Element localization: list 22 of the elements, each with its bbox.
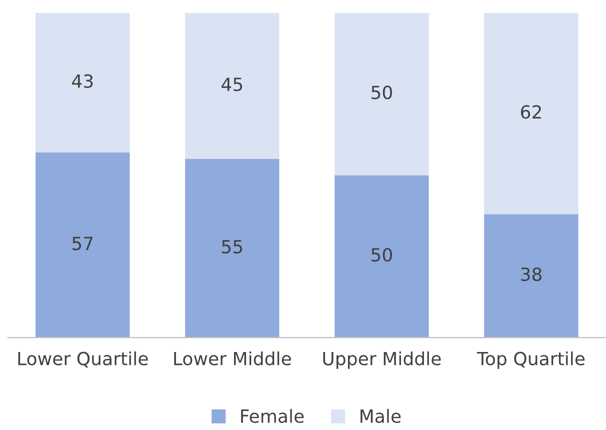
data-label: 50	[372, 248, 392, 262]
data-label: 43	[72, 74, 93, 88]
x-tick-label: Lower Middle	[174, 351, 291, 366]
data-label: 62	[521, 105, 541, 119]
data-label: 38	[521, 267, 542, 282]
x-tick-label: Lower Quartile	[18, 351, 148, 368]
bar	[185, 12, 280, 159]
x-tick-label: Upper Middle	[323, 351, 441, 369]
bar	[484, 12, 578, 214]
data-label: 45	[222, 78, 242, 92]
bar	[185, 158, 280, 338]
bar	[334, 12, 429, 176]
bar	[334, 175, 429, 338]
data-label: 50	[372, 86, 392, 100]
bar	[484, 214, 578, 338]
bar	[36, 12, 130, 152]
data-label: 55	[222, 240, 242, 254]
data-label: 57	[72, 236, 93, 250]
x-tick-label: Top Quartile	[476, 351, 585, 369]
bar	[36, 152, 130, 338]
legend-label: Female	[241, 408, 304, 423]
legend-label: Male	[360, 408, 401, 423]
